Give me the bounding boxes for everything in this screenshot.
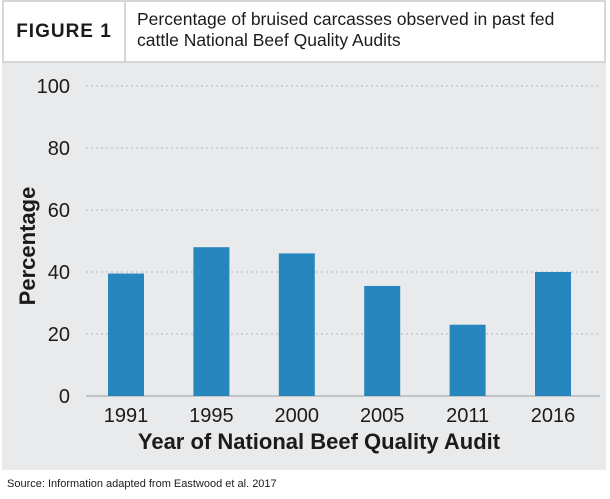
x-tick-label: 2016 (531, 405, 576, 427)
gridlines (86, 85, 600, 397)
y-tick-label: 80 (48, 138, 70, 160)
x-tick-label: 1991 (104, 405, 149, 427)
chart-panel: 0 20 40 60 80 100 1991 1995 2000 2005 2011 2016 Ye… (2, 63, 606, 470)
x-tick-label: 2011 (446, 405, 489, 427)
bars (108, 247, 571, 396)
y-axis-title: Percentage (15, 187, 40, 306)
bar-2005 (364, 285, 401, 396)
bar-2000 (278, 253, 315, 396)
y-tick-label: 0 (59, 386, 70, 408)
y-tick-label: 60 (48, 200, 70, 222)
figure-header: FIGURE 1 Percentage of bruised carcasses… (2, 0, 606, 63)
bar-chart: 0 20 40 60 80 100 1991 1995 2000 2005 2011 2016 Ye… (15, 76, 600, 454)
y-axis-ticks: 0 20 40 60 80 100 (37, 76, 70, 408)
bar-2011 (449, 324, 486, 396)
y-tick-label: 100 (37, 76, 70, 98)
x-tick-label: 2000 (275, 405, 320, 427)
bar-1995 (193, 247, 230, 396)
figure-title: Percentage of bruised carcasses observed… (137, 9, 555, 50)
x-axis-title: Year of National Beef Quality Audit (138, 429, 501, 454)
source-note: Source: Information adapted from Eastwoo… (7, 478, 277, 490)
header-divider (124, 2, 126, 61)
bar-1991 (108, 273, 144, 396)
y-tick-label: 20 (48, 324, 70, 346)
bar-2016 (535, 272, 571, 396)
x-tick-label: 1995 (189, 405, 234, 427)
figure-label: FIGURE 1 (16, 20, 112, 42)
y-tick-label: 40 (48, 262, 70, 284)
x-tick-label: 2005 (360, 405, 405, 427)
x-axis-ticks: 1991 1995 2000 2005 2011 2016 (104, 405, 576, 427)
